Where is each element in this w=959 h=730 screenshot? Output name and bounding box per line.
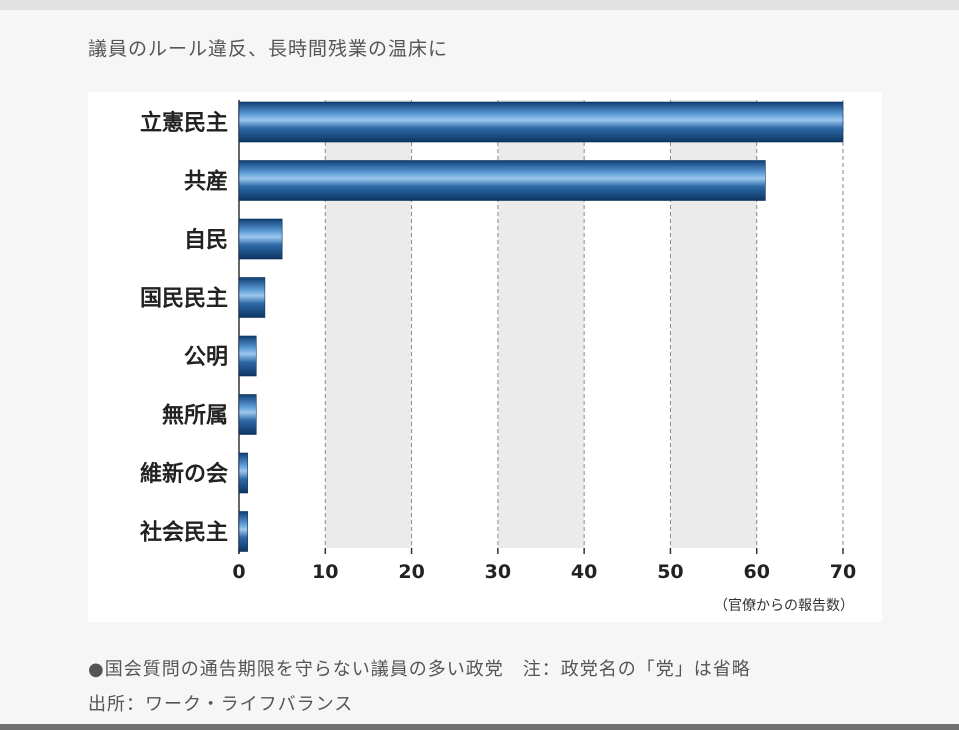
x-tick-label: 10 — [312, 561, 338, 583]
category-label: 維新の会 — [140, 461, 228, 487]
category-label: 無所属 — [162, 403, 228, 429]
bar — [238, 277, 266, 318]
x-tick-label: 30 — [485, 561, 511, 583]
bar — [238, 160, 766, 201]
category-label: 社会民主 — [140, 520, 228, 546]
footnote: ●国会質問の通告期限を守らない議員の多い政党 注：政党名の「党」は省略 — [88, 659, 751, 680]
category-label: 共産 — [184, 169, 228, 195]
category-label: 公明 — [184, 345, 228, 370]
bar — [238, 218, 283, 260]
x-tick-label: 0 — [232, 561, 245, 583]
x-tick-label: 70 — [830, 561, 856, 583]
source-credit: 出所：ワーク・ライフバランス — [88, 694, 354, 715]
bar — [238, 452, 248, 494]
x-tick-label: 60 — [743, 561, 769, 583]
headline: 議員のルール違反、長時間残業の温床に — [88, 38, 449, 60]
bar — [238, 335, 257, 377]
bar — [238, 101, 844, 143]
category-label: 国民民主 — [140, 287, 228, 312]
x-tick-label: 50 — [657, 561, 683, 583]
x-axis-label: （官僚からの報告数） — [714, 598, 854, 614]
bar — [238, 394, 257, 435]
x-tick-label: 40 — [571, 561, 597, 583]
category-label: 立憲民主 — [140, 110, 228, 136]
bar — [238, 511, 248, 552]
x-tick-label: 20 — [398, 561, 424, 583]
category-label: 自民 — [184, 227, 228, 253]
